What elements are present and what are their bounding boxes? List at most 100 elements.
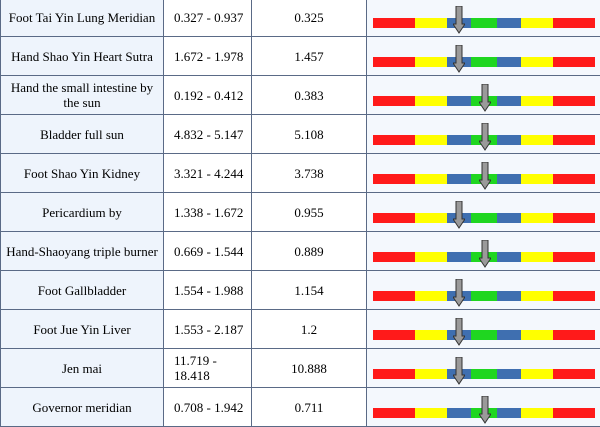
gauge-segment-red	[552, 56, 595, 67]
gauge-cell	[367, 0, 600, 37]
measured-value: 0.955	[252, 193, 367, 232]
reference-range: 0.708 - 1.942	[164, 388, 252, 427]
measured-value: 10.888	[252, 349, 367, 388]
gauge-segment-yellow	[414, 251, 447, 262]
gauge-segment-yellow	[414, 134, 447, 145]
gauge-segment-yellow	[414, 56, 447, 67]
level-gauge	[372, 122, 595, 151]
gauge-segment-red	[372, 290, 415, 301]
gauge-segment-yellow	[520, 407, 553, 418]
gauge-segment-blue	[496, 56, 521, 67]
gauge-segment-yellow	[520, 251, 553, 262]
meridian-name: Hand-Shaoyang triple burner	[0, 232, 164, 271]
level-gauge	[372, 44, 595, 73]
measured-value: 1.154	[252, 271, 367, 310]
gauge-segment-blue	[446, 407, 471, 418]
gauge-cell	[367, 193, 600, 232]
gauge-cell	[367, 154, 600, 193]
meridian-name: Foot Jue Yin Liver	[0, 310, 164, 349]
meridian-name: Pericardium by	[0, 193, 164, 232]
gauge-segment-red	[372, 251, 415, 262]
reference-range: 0.669 - 1.544	[164, 232, 252, 271]
gauge-segment-red	[552, 368, 595, 379]
reference-range: 1.553 - 2.187	[164, 310, 252, 349]
reference-range: 0.327 - 0.937	[164, 0, 252, 37]
down-arrow-marker-icon	[453, 200, 466, 229]
measured-value: 1.2	[252, 310, 367, 349]
gauge-segment-blue	[496, 251, 521, 262]
gauge-segment-red	[372, 17, 415, 28]
gauge-segment-yellow	[414, 290, 447, 301]
gauge-cell	[367, 310, 600, 349]
level-gauge	[372, 161, 595, 190]
reference-range: 11.719 - 18.418	[164, 349, 252, 388]
gauge-segment-green	[470, 17, 497, 28]
gauge-segment-green	[470, 368, 497, 379]
meridian-name: Hand Shao Yin Heart Sutra	[0, 37, 164, 76]
gauge-segment-red	[372, 134, 415, 145]
table-row: Foot Shao Yin Kidney 3.321 - 4.244 3.738	[0, 154, 600, 193]
gauge-segment-red	[552, 251, 595, 262]
gauge-segment-blue	[496, 95, 521, 106]
gauge-segment-yellow	[520, 173, 553, 184]
down-arrow-marker-icon	[478, 122, 491, 151]
gauge-segment-yellow	[520, 290, 553, 301]
down-arrow-marker-icon	[453, 278, 466, 307]
measured-value: 0.325	[252, 0, 367, 37]
measured-value: 3.738	[252, 154, 367, 193]
gauge-segment-red	[372, 173, 415, 184]
down-arrow-marker-icon	[453, 356, 466, 385]
reference-range: 4.832 - 5.147	[164, 115, 252, 154]
down-arrow-marker-icon	[453, 5, 466, 34]
gauge-segment-red	[372, 368, 415, 379]
table-row: Hand the small intestine by the sun 0.19…	[0, 76, 600, 115]
reference-range: 1.338 - 1.672	[164, 193, 252, 232]
gauge-segment-yellow	[414, 95, 447, 106]
level-gauge	[372, 200, 595, 229]
table-row: Hand-Shaoyang triple burner 0.669 - 1.54…	[0, 232, 600, 271]
gauge-segment-green	[470, 212, 497, 223]
meridian-name: Hand the small intestine by the sun	[0, 76, 164, 115]
gauge-segment-red	[552, 290, 595, 301]
table-row: Pericardium by 1.338 - 1.672 0.955	[0, 193, 600, 232]
gauge-segment-red	[552, 212, 595, 223]
gauge-segment-blue	[446, 95, 471, 106]
gauge-segment-red	[372, 56, 415, 67]
gauge-cell	[367, 76, 600, 115]
gauge-segment-red	[552, 407, 595, 418]
gauge-cell	[367, 232, 600, 271]
gauge-segment-yellow	[520, 329, 553, 340]
gauge-segment-yellow	[414, 329, 447, 340]
gauge-segment-blue	[496, 173, 521, 184]
gauge-segment-blue	[446, 251, 471, 262]
gauge-cell	[367, 115, 600, 154]
meridian-name: Foot Shao Yin Kidney	[0, 154, 164, 193]
gauge-segment-green	[470, 56, 497, 67]
gauge-segment-blue	[496, 290, 521, 301]
gauge-cell	[367, 271, 600, 310]
gauge-segment-red	[552, 173, 595, 184]
level-gauge	[372, 83, 595, 112]
meridian-name: Governor meridian	[0, 388, 164, 427]
gauge-segment-yellow	[520, 212, 553, 223]
level-gauge	[372, 395, 595, 424]
gauge-segment-blue	[446, 134, 471, 145]
level-gauge	[372, 317, 595, 346]
measured-value: 0.383	[252, 76, 367, 115]
gauge-segment-yellow	[414, 17, 447, 28]
table-row: Governor meridian 0.708 - 1.942 0.711	[0, 388, 600, 427]
down-arrow-marker-icon	[478, 239, 491, 268]
down-arrow-marker-icon	[478, 83, 491, 112]
gauge-segment-yellow	[414, 368, 447, 379]
gauge-segment-green	[470, 290, 497, 301]
gauge-cell	[367, 37, 600, 76]
gauge-segment-blue	[496, 17, 521, 28]
measured-value: 0.711	[252, 388, 367, 427]
measured-value: 5.108	[252, 115, 367, 154]
down-arrow-marker-icon	[478, 161, 491, 190]
gauge-segment-yellow	[520, 95, 553, 106]
level-gauge	[372, 278, 595, 307]
gauge-segment-blue	[496, 407, 521, 418]
